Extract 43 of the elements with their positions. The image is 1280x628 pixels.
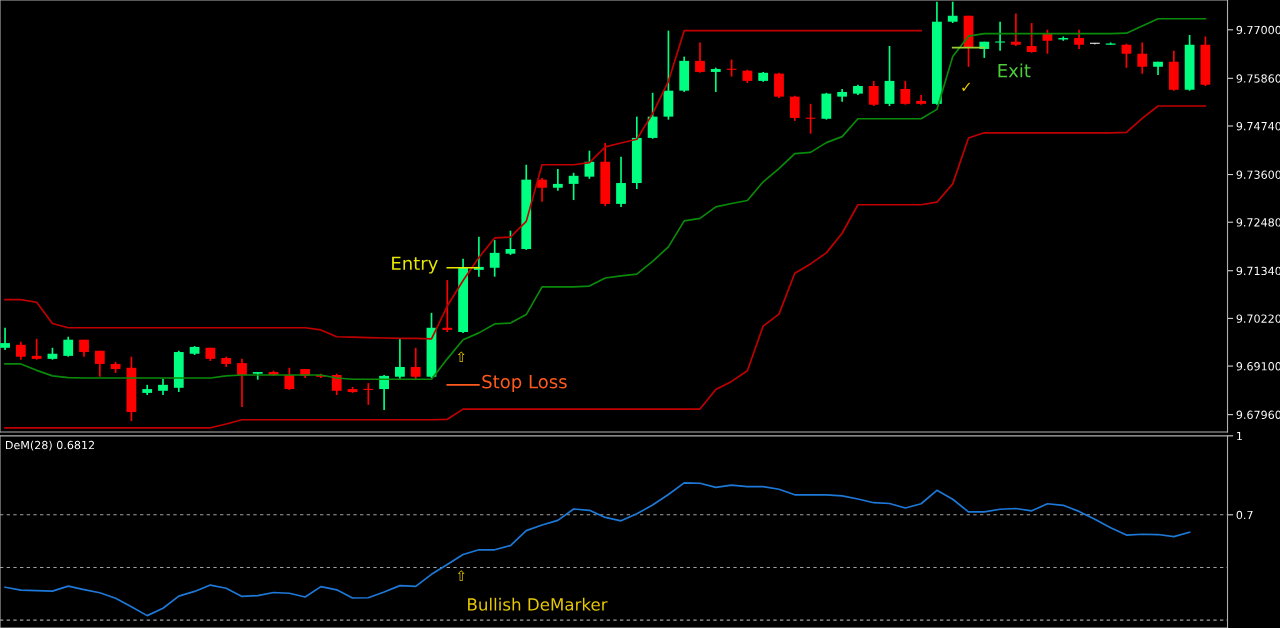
candlestick	[774, 71, 784, 99]
candlestick	[284, 366, 295, 391]
candlestick	[947, 0, 958, 24]
candlestick	[647, 91, 658, 140]
candlestick	[94, 349, 105, 378]
candlestick	[789, 94, 800, 122]
candlestick	[489, 239, 500, 278]
candlestick	[900, 80, 911, 106]
candlestick	[552, 168, 563, 192]
candlestick	[442, 279, 453, 333]
candlestick	[31, 338, 42, 361]
candlestick	[237, 358, 247, 408]
candlestick	[695, 41, 705, 74]
candlestick	[1137, 41, 1148, 75]
candlestick	[505, 229, 516, 256]
candlestick	[0, 326, 10, 351]
candlestick	[363, 382, 374, 406]
annotation: Entry	[392, 256, 438, 274]
y-tick-label: 1	[1237, 431, 1242, 441]
candlestick	[884, 45, 895, 107]
candlestick	[1010, 12, 1021, 47]
candlestick	[1026, 22, 1037, 54]
annotation: ✓	[962, 82, 971, 91]
candlestick	[868, 80, 879, 107]
annotation: ⇧	[457, 351, 465, 363]
candlestick	[537, 177, 547, 203]
candlestick	[63, 335, 74, 358]
y-tick-label: 0.7	[1236, 510, 1253, 520]
chart-title: DeM(28) 0.6812	[6, 440, 94, 451]
annotation: Stop Loss	[482, 374, 567, 392]
candlestick	[410, 346, 421, 381]
annotation: Exit	[998, 63, 1031, 78]
candlestick	[395, 338, 405, 380]
candlestick	[995, 20, 1005, 52]
candlestick	[710, 66, 721, 93]
candlestick	[616, 155, 626, 208]
candlestick	[331, 372, 342, 396]
line-series	[4, 482, 1191, 617]
annotation: ⇧	[457, 570, 465, 581]
candlestick	[1074, 28, 1084, 50]
candlestick	[1121, 43, 1132, 69]
annotation: Bullish DeMarker	[468, 597, 608, 611]
candlestick	[568, 171, 579, 201]
